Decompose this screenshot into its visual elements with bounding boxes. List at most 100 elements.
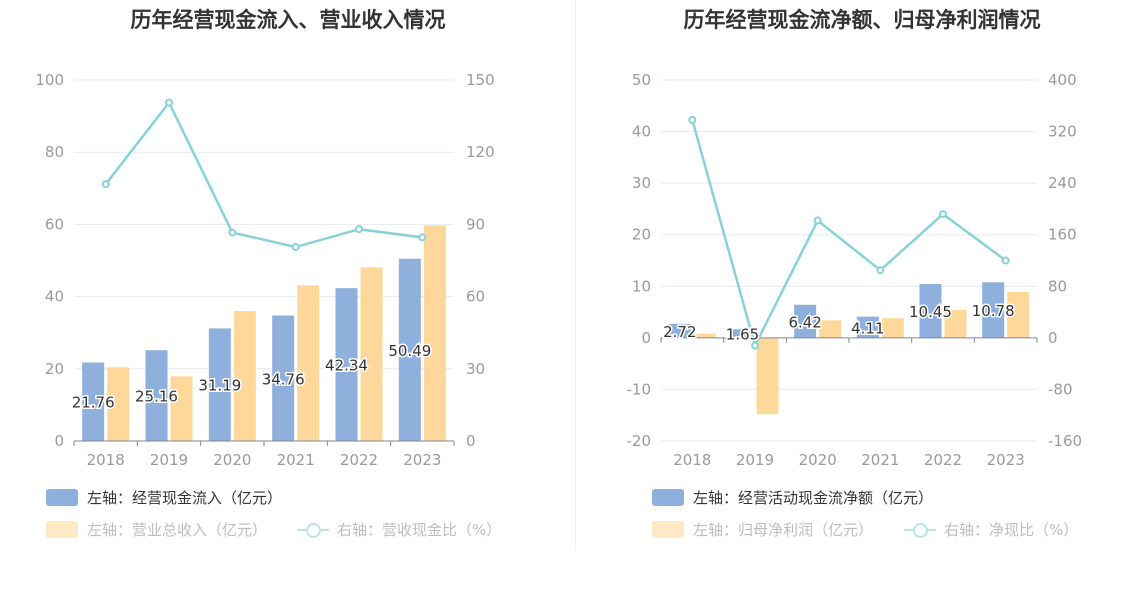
y-axis-right-tick: 0 xyxy=(466,432,476,450)
bar-primary-2023 xyxy=(398,258,421,441)
panel-divider xyxy=(575,0,576,550)
data-label: 50.49 xyxy=(388,342,431,360)
data-label: 6.42 xyxy=(788,313,821,331)
x-axis-label: 2020 xyxy=(213,451,251,469)
legend-label: 左轴：归母净利润（亿元） xyxy=(693,521,874,539)
line-series-2 xyxy=(104,100,423,249)
line-series-2 xyxy=(691,119,1007,350)
y-axis-right-tick: 400 xyxy=(1048,71,1077,89)
chart-title-left: 历年经营现金流入、营业收入情况 xyxy=(130,8,446,32)
legend-item-right-2[interactable]: 左轴：归母净利润（亿元） xyxy=(652,519,873,540)
y-axis-right-tick: 240 xyxy=(1048,174,1077,192)
bar-primary-2021 xyxy=(272,315,295,441)
data-label: 21.76 xyxy=(72,394,115,412)
y-axis-left-tick: 0 xyxy=(54,432,64,450)
y-axis-right-tick: 80 xyxy=(1048,277,1067,295)
x-axis-label: 2023 xyxy=(987,451,1025,469)
bar-primary-2022 xyxy=(335,288,358,441)
x-axis-label: 2022 xyxy=(924,451,962,469)
legend-item-left-1[interactable]: 左轴：经营现金流入（亿元） xyxy=(46,487,282,508)
line-point-2022 xyxy=(355,225,363,234)
legend-swatch-icon xyxy=(46,489,78,506)
legend-item-left-3[interactable]: 右轴：营收现金比（%） xyxy=(297,519,501,540)
chart-panel-left: 历年经营现金流入、营业收入情况 0 20 40 60 80 100 0 30 60 90 120 15… xyxy=(35,8,501,540)
data-label: 42.34 xyxy=(325,357,368,375)
y-axis-left-tick: 30 xyxy=(632,174,651,192)
chart-panel-right: 历年经营现金流净额、归母净利润情况 -20 -10 0 10 20 30 40 50 -160 -… xyxy=(576,0,1148,589)
line-point-2018 xyxy=(688,115,697,124)
data-label: 25.16 xyxy=(135,388,178,406)
chart-plot-left: 0 20 40 60 80 100 0 30 60 90 120 150 2018 2019 2020 202… xyxy=(35,71,495,469)
bar-secondary-2022 xyxy=(360,267,383,441)
x-axis-label: 2019 xyxy=(150,451,188,469)
y-axis-right-tick: 120 xyxy=(466,143,495,161)
y-axis-left-tick: 100 xyxy=(35,71,64,89)
y-axis-left-tick: 80 xyxy=(45,143,64,161)
chart-title-right: 历年经营现金流净额、归母净利润情况 xyxy=(683,8,1041,32)
line-point-2018 xyxy=(101,180,110,189)
bar-primary-2018 xyxy=(82,362,105,441)
bar-secondary-2022 xyxy=(944,310,967,338)
line-point-2020 xyxy=(813,216,822,225)
bar-secondary-2020 xyxy=(233,311,256,441)
y-axis-right-tick: 320 xyxy=(1048,123,1077,141)
line-point-2019 xyxy=(165,98,173,107)
x-axis-label: 2019 xyxy=(736,451,774,469)
legend-swatch-icon xyxy=(46,521,78,538)
bar-primary-2020 xyxy=(208,328,231,441)
y-axis-right-tick: -160 xyxy=(1048,432,1082,450)
legend-label: 左轴：经营现金流入（亿元） xyxy=(87,489,283,507)
bar-primary-2021 xyxy=(856,316,879,338)
y-axis-right-tick: -80 xyxy=(1048,380,1073,398)
y-axis-left-tick: 40 xyxy=(632,123,651,141)
x-axis-label: 2021 xyxy=(861,451,899,469)
y-axis-right-tick: 160 xyxy=(1048,226,1077,244)
legend-item-left-2[interactable]: 左轴：营业总收入（亿元） xyxy=(46,519,267,540)
y-axis-right-tick: 150 xyxy=(466,71,495,89)
legend-swatch-icon xyxy=(652,489,684,506)
y-axis-left-tick: 60 xyxy=(45,215,64,233)
bar-secondary-2023 xyxy=(1007,291,1030,338)
y-axis-left-tick: -20 xyxy=(627,432,652,450)
y-axis-left-tick: 0 xyxy=(641,329,651,347)
line-with-circle-marker-icon xyxy=(297,521,329,539)
bar-primary-2019 xyxy=(731,329,754,338)
bar-secondary-2018 xyxy=(693,333,716,338)
bar-primary-2019 xyxy=(145,350,168,441)
line-point-2023 xyxy=(1001,256,1010,265)
line-with-circle-marker-icon xyxy=(904,521,936,539)
line-point-2021 xyxy=(876,266,885,275)
legend-item-right-3[interactable]: 右轴：净现比（%） xyxy=(904,519,1078,540)
y-axis-right-tick: 30 xyxy=(466,360,485,378)
legend-swatch-icon xyxy=(652,521,684,538)
bar-secondary-2021 xyxy=(297,285,320,441)
bar-secondary-2021 xyxy=(881,318,904,338)
line-point-2019 xyxy=(751,341,759,350)
x-axis-label: 2022 xyxy=(340,451,378,469)
y-axis-left-tick: 20 xyxy=(632,226,651,244)
y-axis-left-tick: 10 xyxy=(632,277,651,295)
y-axis-left-tick: 40 xyxy=(45,288,64,306)
data-label: 2.72 xyxy=(663,323,696,341)
legend-label: 右轴：净现比（%） xyxy=(944,521,1079,539)
line-point-2022 xyxy=(939,210,947,219)
line-point-2023 xyxy=(418,233,427,242)
y-axis-left-tick: 50 xyxy=(632,71,651,89)
x-axis-label: 2023 xyxy=(403,451,441,469)
legend-label: 左轴：经营活动现金流净额（亿元） xyxy=(693,489,934,507)
bar-primary-2018 xyxy=(668,323,691,338)
data-label: 4.11 xyxy=(851,319,884,337)
line-point-2021 xyxy=(291,243,300,252)
legend-label: 右轴：营收现金比（%） xyxy=(337,521,502,539)
data-label: 31.19 xyxy=(198,377,241,395)
bar-primary-2022 xyxy=(919,283,942,338)
legend-item-right-1[interactable]: 左轴：经营活动现金流净额（亿元） xyxy=(652,487,933,508)
data-label: 34.76 xyxy=(262,370,305,388)
data-label: 1.65 xyxy=(726,326,759,344)
x-axis-label: 2018 xyxy=(673,451,711,469)
y-axis-left-tick: -10 xyxy=(627,380,652,398)
x-axis-label: 2018 xyxy=(87,451,125,469)
bar-primary-2023 xyxy=(982,282,1005,338)
data-label: 10.78 xyxy=(972,302,1015,320)
legend-label: 左轴：营业总收入（亿元） xyxy=(87,521,268,539)
